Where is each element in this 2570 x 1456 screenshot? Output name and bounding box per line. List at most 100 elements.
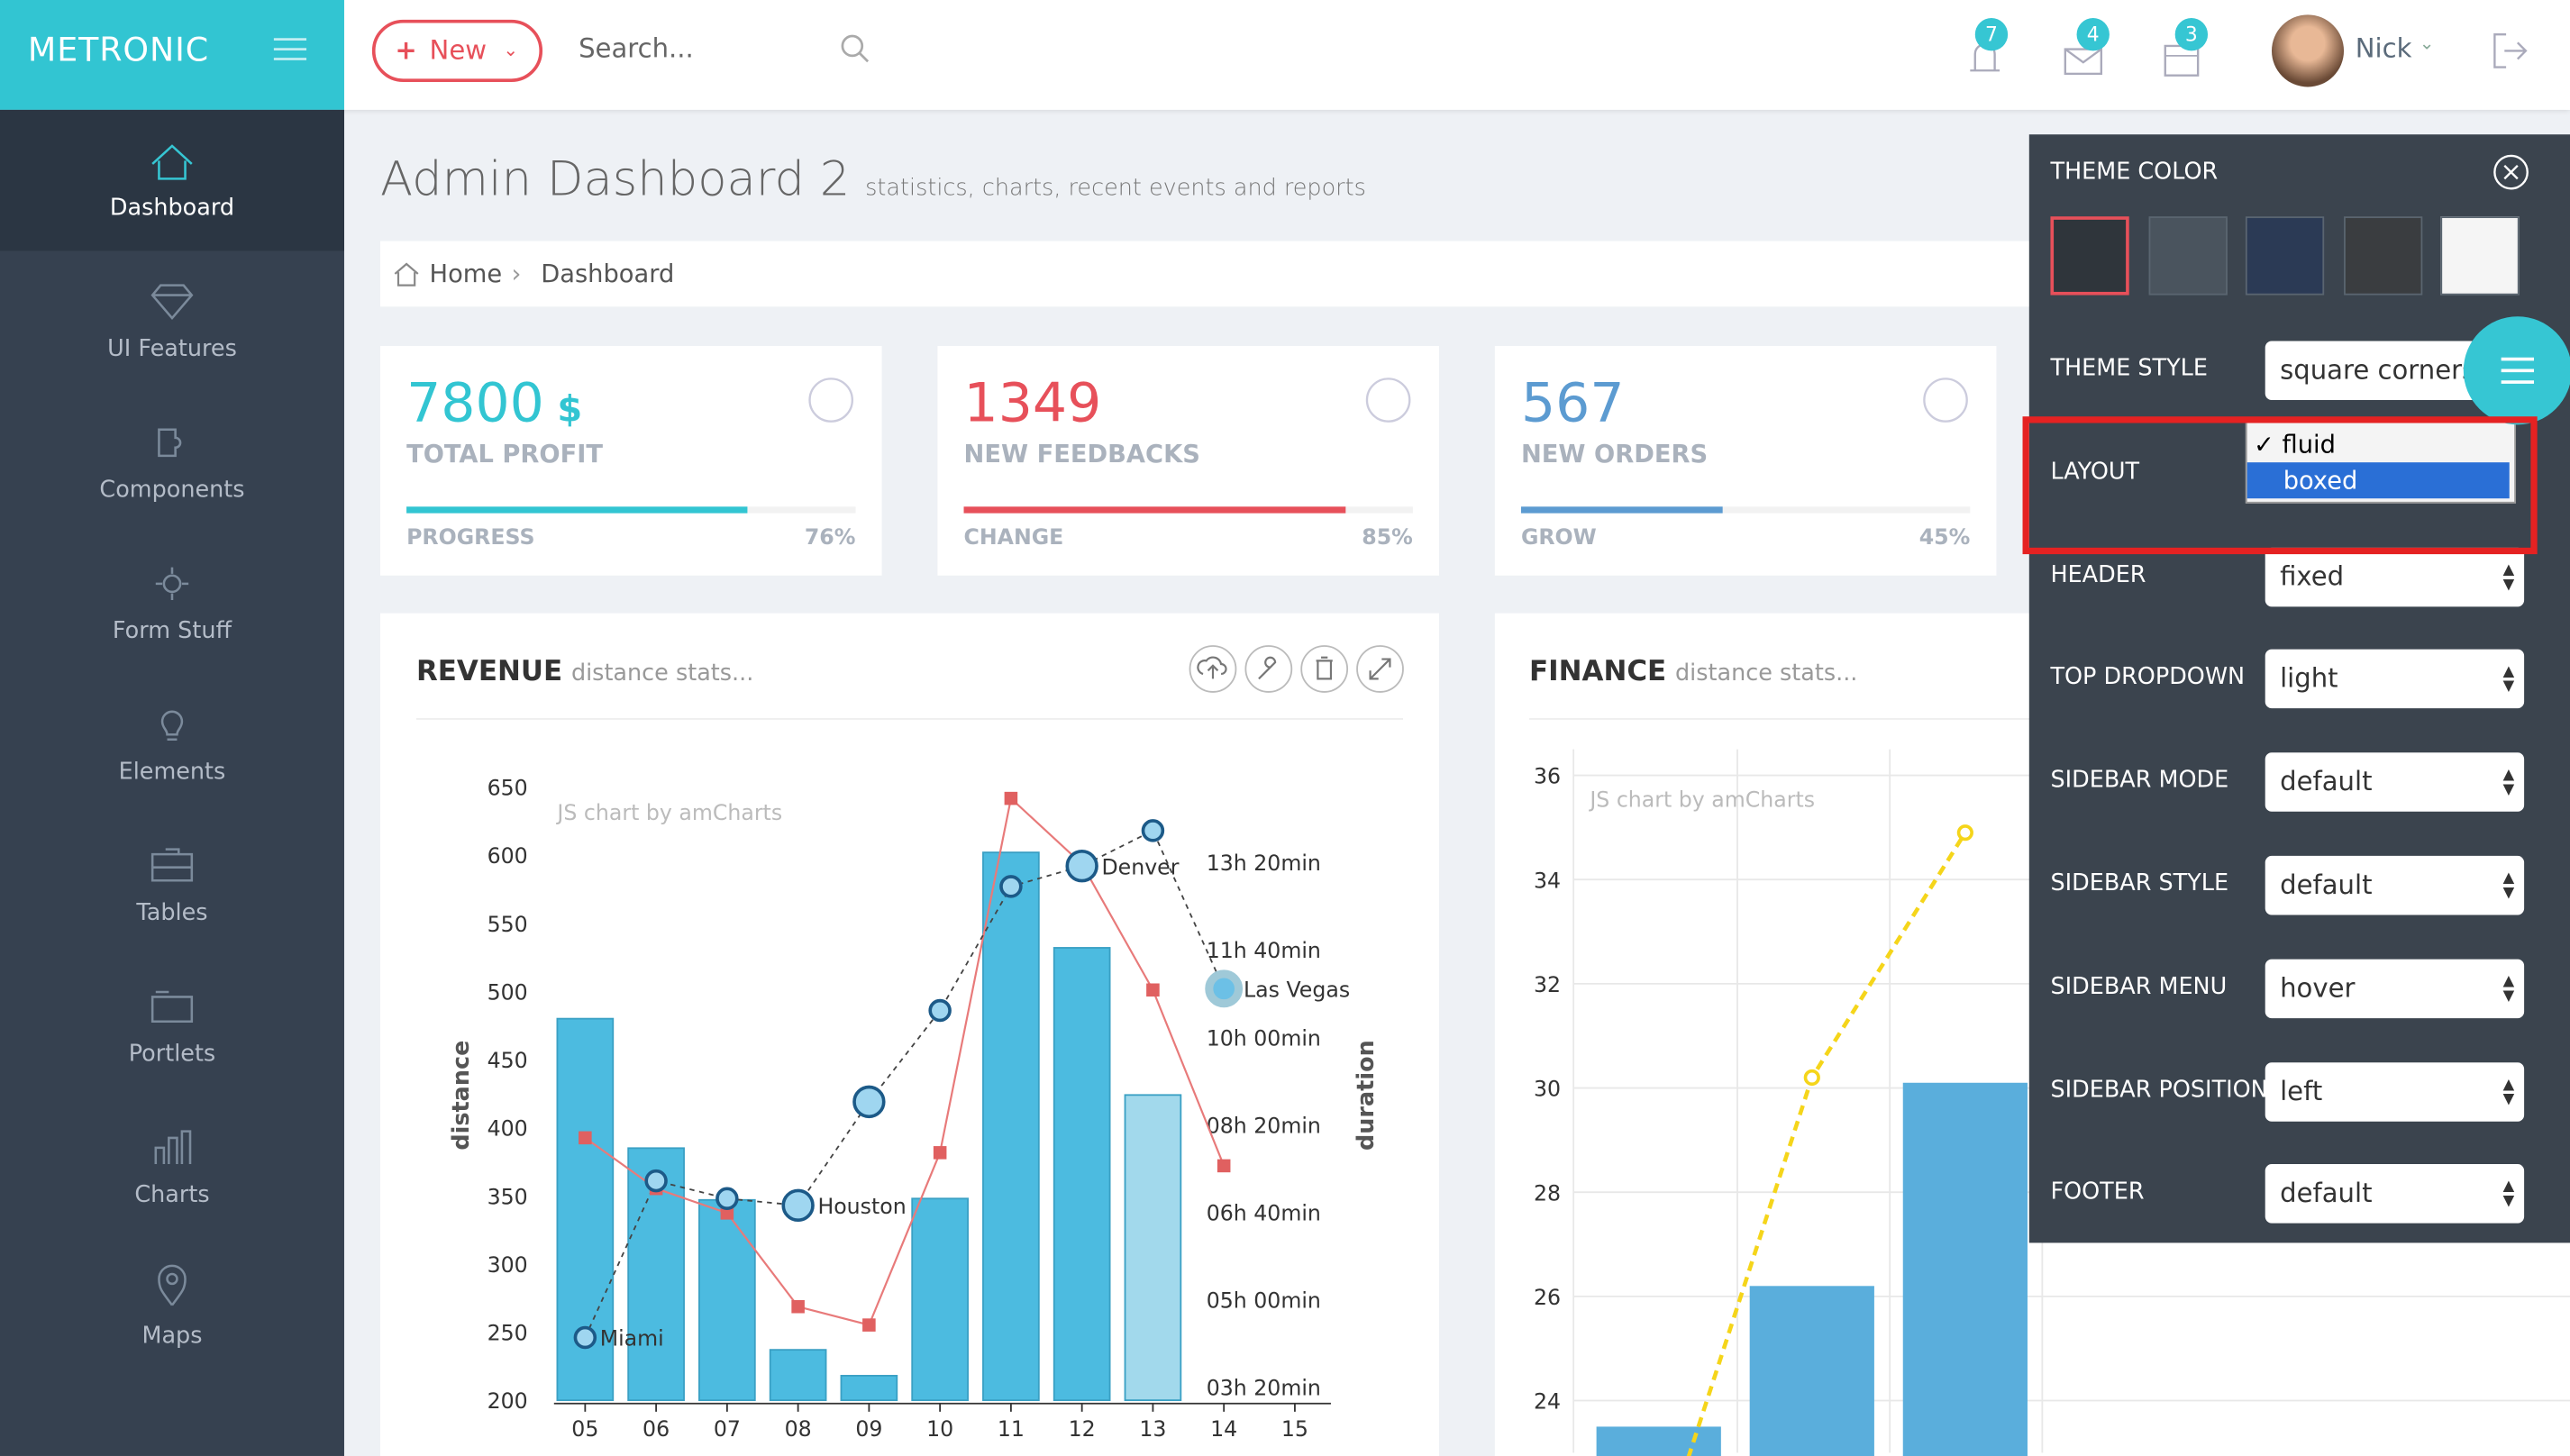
stat-label: NEW ORDERS — [1520, 439, 1709, 469]
sidebar-item[interactable]: Elements — [0, 674, 344, 815]
stat-value: 7800 — [406, 370, 544, 435]
color-swatch[interactable] — [2343, 216, 2422, 296]
sidebar-item[interactable]: Charts — [0, 1097, 344, 1238]
stat-card: 1349 NEW FEEDBACKS CHANGE 85% — [937, 345, 1439, 576]
select-box[interactable]: default ▲ ▼ — [2265, 1164, 2525, 1224]
badge: 3 — [2174, 18, 2209, 51]
color-swatch[interactable] — [2147, 216, 2227, 296]
sidebar-label: Portlets — [128, 1041, 216, 1068]
sidebar-icon — [150, 990, 194, 1024]
stat-number: 567 — [1521, 370, 1625, 434]
stat-value: 1349 — [963, 370, 1102, 435]
color-swatch[interactable] — [2050, 216, 2129, 296]
option-label: SIDEBAR MENU — [2050, 973, 2228, 1000]
stat-value: 567 — [1520, 370, 1625, 435]
badge: 4 — [2076, 18, 2110, 51]
page-title: Admin Dashboard 2 statistics, charts, re… — [380, 150, 1366, 206]
color-swatch[interactable] — [2245, 216, 2325, 296]
sidebar-icon — [155, 567, 189, 601]
sidebar-item[interactable]: Tables — [0, 814, 344, 956]
sidebar-item[interactable]: Maps — [0, 1238, 344, 1379]
sidebar-label: Maps — [141, 1323, 203, 1350]
sidebar-item[interactable]: Components — [0, 392, 344, 533]
select-box[interactable]: default ▲ ▼ — [2265, 752, 2525, 813]
select-box[interactable]: light ▲ ▼ — [2265, 650, 2525, 709]
select-arrows: ▲ ▼ — [2502, 561, 2515, 594]
sidebar-icon — [154, 1130, 192, 1165]
sidebar-icon — [158, 428, 182, 458]
select-box[interactable]: default ▲ ▼ — [2265, 855, 2525, 915]
select-arrows: ▲ ▼ — [2502, 973, 2515, 1006]
sidebar-label: Form Stuff — [112, 618, 232, 645]
progress-percent: 76% — [804, 526, 856, 551]
sidebar-icon — [160, 710, 184, 742]
avatar[interactable] — [2271, 14, 2345, 87]
sidebar-icon — [158, 1264, 187, 1306]
theme-title: THEME COLOR — [2050, 159, 2219, 186]
new-button[interactable]: + New ⌄ — [371, 19, 543, 82]
stat-icon — [1365, 378, 1411, 423]
crumb: Dashboard — [541, 259, 675, 289]
select-arrows: ▲ ▼ — [2502, 1076, 2515, 1108]
highlight-box — [2022, 416, 2538, 555]
option-label: SIDEBAR MODE — [2050, 768, 2229, 795]
progress-label: GROW — [1520, 526, 1597, 551]
user-caret: ⌄ — [2419, 32, 2435, 55]
stat-icon — [808, 378, 854, 423]
top-bar: METRONIC + New ⌄ Search... Nick ⌄ 7 4 3 — [0, 0, 2570, 110]
select-box[interactable]: left ▲ ▼ — [2265, 1061, 2525, 1122]
user-name[interactable]: Nick — [2355, 32, 2412, 64]
select-box[interactable]: hover ▲ ▼ — [2265, 959, 2525, 1018]
select-arrows: ▲ ▼ — [2502, 768, 2515, 799]
dropdown-option[interactable]: ✓ fluid — [2253, 429, 2336, 460]
stat-card: 7800 $ TOTAL PROFIT PROGRESS 76% — [379, 345, 882, 576]
option-label: FOOTER — [2050, 1179, 2145, 1206]
progress-bar — [406, 506, 748, 514]
select-box[interactable]: fixed ▲ ▼ — [2265, 547, 2525, 606]
settings-toggle[interactable] — [2463, 316, 2570, 425]
sidebar-item[interactable]: UI Features — [0, 250, 344, 392]
title-subtitle: statistics, charts, recent events and re… — [865, 175, 1366, 202]
progress-label: CHANGE — [963, 526, 1064, 551]
select-arrows: ▲ ▼ — [2502, 664, 2515, 696]
progress-bar — [1520, 506, 1724, 514]
progress-track — [1520, 506, 1971, 514]
stat-number: 7800 $ — [406, 370, 582, 434]
panel-title: REVENUE — [416, 655, 563, 689]
panel-subtitle: distance stats... — [570, 660, 754, 687]
logout-icon[interactable] — [2490, 32, 2529, 71]
sidebar-label: Charts — [134, 1182, 210, 1209]
search-input[interactable]: Search... — [579, 32, 694, 64]
sidebar-icon — [150, 284, 194, 320]
sidebar-item[interactable]: Form Stuff — [0, 532, 344, 674]
panel-subtitle: distance stats... — [1675, 660, 1858, 687]
crumb[interactable]: Home — [429, 259, 503, 289]
progress-percent: 85% — [1362, 526, 1413, 551]
stat-label: NEW FEEDBACKS — [963, 439, 1200, 469]
home-icon — [394, 262, 419, 287]
progress-label: PROGRESS — [406, 526, 535, 551]
search-icon[interactable] — [839, 32, 871, 65]
sidebar-icon — [151, 144, 193, 180]
sidebar-label: Tables — [136, 900, 208, 927]
option-label: SIDEBAR POSITION — [2050, 1076, 2268, 1103]
select-arrows: ▲ ▼ — [2502, 1179, 2515, 1211]
close-button[interactable] — [2492, 152, 2531, 192]
stat-number: 1349 — [964, 370, 1102, 434]
menu-toggle[interactable] — [273, 36, 307, 62]
dropdown-list[interactable]: ✓ fluid boxed — [2245, 417, 2517, 504]
color-swatch[interactable] — [2440, 216, 2520, 296]
progress-bar — [963, 506, 1346, 514]
dropdown-option[interactable]: boxed — [2246, 461, 2510, 498]
stat-label: TOTAL PROFIT — [406, 439, 603, 469]
brand: METRONIC — [0, 0, 344, 110]
breadcrumb: Home › Dashboard — [379, 241, 2119, 307]
option-label: HEADER — [2050, 561, 2146, 588]
panel-tools[interactable] — [1183, 642, 1413, 698]
stat-unit: $ — [557, 390, 583, 432]
sidebar-item[interactable]: Portlets — [0, 956, 344, 1097]
sidebar-item[interactable]: Dashboard — [0, 109, 344, 251]
panel-title: FINANCE — [1529, 655, 1667, 689]
badge: 7 — [1974, 18, 2009, 51]
